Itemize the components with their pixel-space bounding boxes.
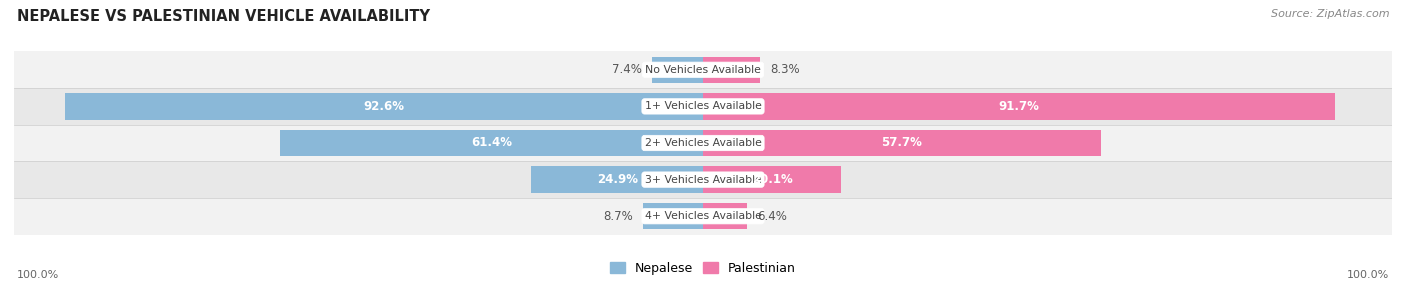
Bar <box>14 125 1392 161</box>
Bar <box>643 203 703 229</box>
Bar <box>280 130 703 156</box>
Text: 1+ Vehicles Available: 1+ Vehicles Available <box>644 102 762 111</box>
Bar <box>531 166 703 193</box>
Text: 100.0%: 100.0% <box>17 270 59 280</box>
Bar <box>703 166 841 193</box>
Text: 57.7%: 57.7% <box>882 136 922 150</box>
Bar <box>14 161 1392 198</box>
Bar <box>14 198 1392 235</box>
Text: 8.7%: 8.7% <box>603 210 633 223</box>
Bar <box>652 57 703 83</box>
Text: 6.4%: 6.4% <box>758 210 787 223</box>
Text: No Vehicles Available: No Vehicles Available <box>645 65 761 75</box>
Text: 92.6%: 92.6% <box>364 100 405 113</box>
Text: 3+ Vehicles Available: 3+ Vehicles Available <box>644 175 762 184</box>
Bar <box>703 203 747 229</box>
Text: 24.9%: 24.9% <box>596 173 638 186</box>
Text: Source: ZipAtlas.com: Source: ZipAtlas.com <box>1271 9 1389 19</box>
Bar <box>703 57 761 83</box>
Bar <box>703 93 1334 120</box>
Bar <box>703 130 1101 156</box>
Text: NEPALESE VS PALESTINIAN VEHICLE AVAILABILITY: NEPALESE VS PALESTINIAN VEHICLE AVAILABI… <box>17 9 430 23</box>
Text: 7.4%: 7.4% <box>612 63 641 76</box>
Text: 8.3%: 8.3% <box>770 63 800 76</box>
Legend: Nepalese, Palestinian: Nepalese, Palestinian <box>605 257 801 280</box>
Text: 91.7%: 91.7% <box>998 100 1039 113</box>
Text: 20.1%: 20.1% <box>752 173 793 186</box>
Text: 4+ Vehicles Available: 4+ Vehicles Available <box>644 211 762 221</box>
Bar <box>65 93 703 120</box>
Bar <box>14 51 1392 88</box>
Text: 61.4%: 61.4% <box>471 136 512 150</box>
Text: 100.0%: 100.0% <box>1347 270 1389 280</box>
Text: 2+ Vehicles Available: 2+ Vehicles Available <box>644 138 762 148</box>
Bar <box>14 88 1392 125</box>
